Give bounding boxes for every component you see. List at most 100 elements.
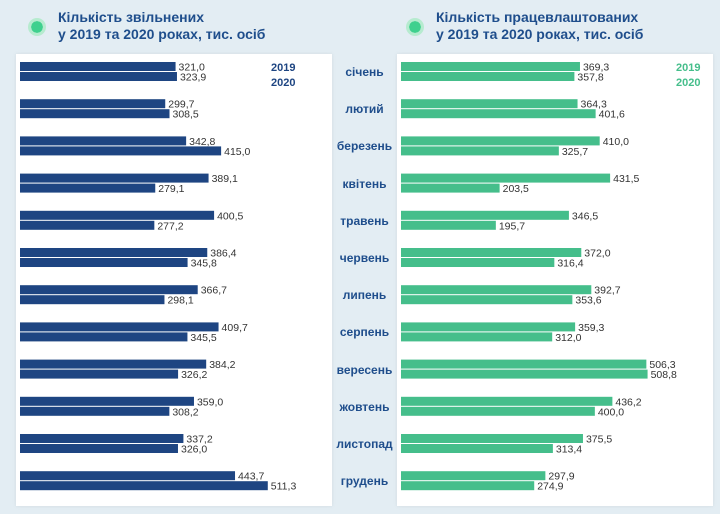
dismissed-bar-2020-6 (20, 258, 188, 267)
dismissed-title-line2: у 2019 та 2020 роках, тис. осіб (58, 26, 266, 42)
employed-value-label-2020-7: 353,6 (575, 295, 601, 307)
employed-value-label-2020-11: 313,4 (556, 444, 582, 456)
employed-chart-title: Кількість працевлаштованих у 2019 та 202… (436, 9, 643, 43)
employed-value-label-2019-1: 369,3 (583, 62, 609, 74)
dismissed-bar-2020-9 (20, 369, 179, 379)
dismissed-value-label-2019-11: 337,2 (186, 434, 212, 446)
employed-bar-2019-10 (401, 396, 613, 406)
employed-value-label-2019-6: 372,0 (584, 248, 610, 260)
dismissed-value-label-2020-2: 308,5 (173, 109, 199, 121)
dismissed-value-label-2020-4: 279,1 (158, 183, 184, 195)
dismissed-bar-2020-11 (20, 444, 178, 453)
employed-value-label-2020-10: 400,0 (598, 406, 624, 418)
dismissed-bar-2019-7 (20, 285, 198, 295)
month-label: листопад (336, 437, 393, 451)
dismissed-bar-2019-9 (20, 359, 207, 369)
dismissed-bar-2020-2 (20, 109, 170, 119)
employed-value-label-2019-9: 506,3 (649, 359, 675, 371)
dismissed-bar-2020-4 (20, 183, 156, 193)
dismissed-bar-2020-5 (20, 220, 155, 230)
employed-value-label-2020-2: 401,6 (599, 109, 625, 121)
employed-chart-panel: 369,3 357,8 364,3 401,6 410,0 325,7 431,5 203,5… (397, 54, 713, 506)
month-label: жовтень (339, 399, 390, 414)
employed-bar-2019-6 (401, 248, 582, 257)
employed-bar-2020-10 (401, 406, 595, 416)
dismissed-bar-2020-7 (20, 295, 165, 305)
dismissed-value-label-2019-1: 321,0 (179, 62, 205, 74)
month-label: серпень (339, 325, 390, 340)
dismissed-bar-2019-5 (20, 210, 215, 220)
month-label: квітень (342, 176, 387, 191)
employed-bar-2020-2 (401, 109, 596, 119)
employed-value-label-2019-10: 436,2 (615, 396, 641, 408)
dismissed-value-label-2020-7: 298,1 (167, 295, 193, 307)
employed-bar-2019-5 (401, 210, 569, 220)
employed-bar-2019-3 (401, 136, 600, 146)
employed-value-label-2020-5: 195,7 (499, 220, 525, 232)
dismissed-value-label-2020-10: 308,2 (172, 406, 198, 418)
dismissed-legend-2019: 2019 (271, 62, 296, 74)
employed-bar-2020-9 (401, 369, 648, 379)
month-label: травень (340, 213, 389, 228)
dismissed-value-label-2019-4: 389,1 (212, 173, 238, 185)
employed-bar-2019-8 (401, 322, 576, 332)
dismissed-bar-2019-12 (20, 471, 236, 481)
dismissed-value-label-2019-12: 443,7 (238, 471, 264, 483)
employed-value-label-2019-2: 364,3 (581, 99, 607, 111)
employed-header: Кількість працевлаштованих у 2019 та 202… (406, 8, 716, 50)
employed-value-label-2019-11: 375,5 (586, 434, 612, 446)
dismissed-bar-2019-11 (20, 434, 184, 443)
dismissed-bar-2019-4 (20, 173, 209, 183)
month-label: вересень (336, 362, 393, 377)
employed-bar-2019-9 (401, 359, 647, 369)
dismissed-value-label-2019-9: 384,2 (209, 359, 235, 371)
dismissed-value-label-2019-5: 400,5 (217, 210, 243, 222)
dismissed-value-label-2019-7: 366,7 (201, 285, 227, 297)
employed-value-label-2020-9: 508,8 (651, 369, 677, 381)
employed-value-label-2019-7: 392,7 (594, 285, 620, 297)
dismissed-bar-2020-8 (20, 332, 188, 342)
dismissed-value-label-2020-3: 415,0 (224, 146, 250, 158)
employed-bar-2020-3 (401, 146, 559, 156)
dismissed-value-label-2020-6: 345,8 (191, 258, 217, 270)
month-label: липень (342, 288, 387, 303)
dismissed-header: Кількість звільнених у 2019 та 2020 рока… (28, 8, 358, 50)
employed-bar-2020-12 (401, 481, 535, 491)
dismissed-bar-2019-1 (20, 62, 176, 71)
month-label: лютий (345, 102, 384, 117)
green-dot-icon (406, 18, 424, 36)
employed-value-label-2020-4: 203,5 (503, 183, 529, 195)
month-label: грудень (340, 474, 389, 489)
dismissed-bar-2019-8 (20, 322, 219, 332)
employed-bar-2019-12 (401, 471, 546, 481)
employed-value-label-2019-4: 431,5 (613, 173, 639, 185)
dismissed-value-label-2019-10: 359,0 (197, 396, 223, 408)
employed-title-line2: у 2019 та 2020 роках, тис. осіб (436, 26, 644, 42)
employed-value-label-2020-12: 274,9 (537, 481, 563, 493)
green-dot-icon (28, 18, 46, 36)
employed-bar-2020-11 (401, 444, 553, 453)
dismissed-bar-2020-12 (20, 481, 268, 491)
employed-bar-2019-2 (401, 99, 578, 109)
dismissed-bar-2020-3 (20, 146, 222, 156)
employed-bar-2019-1 (401, 62, 580, 71)
employed-bar-2020-5 (401, 220, 496, 230)
dismissed-bar-2019-2 (20, 99, 166, 109)
dismissed-value-label-2020-12: 511,3 (271, 481, 297, 493)
dismissed-title-line1: Кількість звільнених (58, 9, 205, 25)
employed-value-label-2020-6: 316,4 (557, 258, 583, 270)
employed-bar-2019-4 (401, 173, 611, 183)
employed-bar-2019-7 (401, 285, 592, 295)
employed-title-line1: Кількість працевлаштованих (436, 9, 639, 25)
employed-value-label-2020-8: 312,0 (555, 332, 581, 344)
employed-value-label-2020-1: 357,8 (577, 72, 603, 84)
dismissed-bar-2019-3 (20, 136, 187, 146)
dismissed-bar-2020-1 (20, 72, 177, 81)
dismissed-bar-2019-10 (20, 396, 194, 406)
employed-bar-2020-8 (401, 332, 553, 342)
dismissed-value-label-2019-8: 409,7 (222, 322, 248, 334)
dismissed-bar-2019-6 (20, 248, 208, 257)
dismissed-legend-2020: 2020 (271, 77, 296, 89)
